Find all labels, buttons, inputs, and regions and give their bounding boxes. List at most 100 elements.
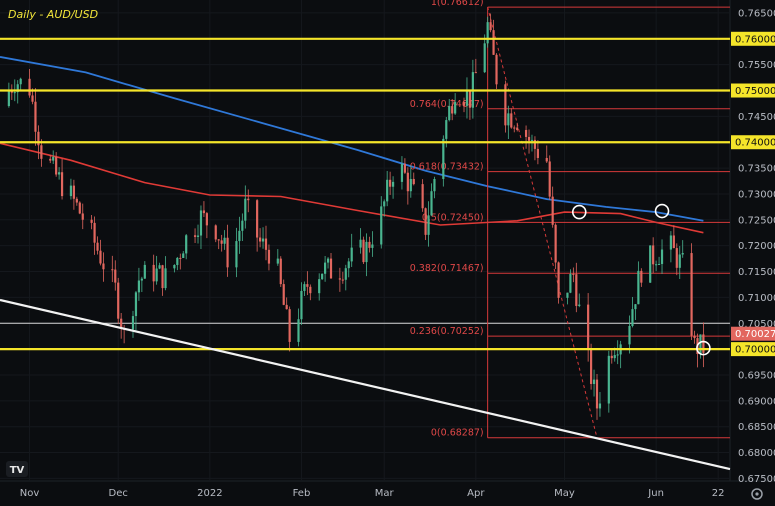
candlestick	[409, 165, 412, 198]
candlestick	[19, 77, 22, 92]
candle-body	[492, 30, 495, 55]
candlestick	[628, 315, 631, 354]
candle-body	[114, 269, 117, 283]
candle-body	[468, 91, 472, 108]
candlestick	[448, 98, 451, 122]
circle-marker[interactable]	[696, 340, 711, 356]
candle-body	[134, 292, 138, 317]
candlestick	[427, 201, 430, 247]
candle-body	[681, 253, 684, 255]
settings-gear-icon[interactable]	[751, 488, 763, 500]
candlestick	[649, 245, 652, 283]
candle-body	[69, 185, 73, 197]
candlestick	[380, 196, 383, 249]
candle-body	[220, 240, 223, 244]
candlestick	[548, 155, 551, 200]
candle-body	[655, 264, 658, 266]
circle-marker[interactable]	[654, 203, 670, 219]
candle-body	[442, 138, 445, 179]
candlestick	[551, 186, 554, 228]
candle-body	[675, 248, 678, 268]
candlestick	[637, 261, 640, 305]
candle-body	[16, 84, 19, 93]
candle-body	[202, 210, 206, 214]
candle-body	[391, 181, 395, 187]
tradingview-logo-icon[interactable]: TV	[6, 461, 28, 477]
trendline[interactable]	[0, 298, 731, 471]
circle-marker[interactable]	[571, 204, 587, 220]
x-tick-label: Apr	[467, 488, 485, 499]
candle-body	[578, 304, 581, 306]
candlestick	[468, 91, 472, 120]
candle-body	[652, 245, 655, 265]
candle-body	[533, 139, 537, 149]
candle-body	[238, 230, 241, 242]
candle-body	[371, 244, 374, 248]
candlestick	[235, 227, 238, 278]
level-price-box: 0.70000	[731, 342, 775, 357]
candle-body	[462, 102, 466, 106]
candle-body	[383, 201, 386, 207]
candle-body	[554, 224, 557, 263]
x-tick-label: 2022	[197, 488, 222, 499]
yellow-support-resistance-levels[interactable]	[0, 37, 730, 351]
candlestick	[267, 244, 271, 271]
candle-body	[60, 172, 64, 197]
candle-body	[486, 22, 489, 44]
candle-body	[448, 106, 451, 121]
candlestick	[610, 349, 613, 364]
candle-body	[592, 379, 596, 384]
candlestick	[205, 212, 208, 239]
candle-body	[386, 179, 389, 202]
candlestick	[134, 291, 138, 331]
candlestick	[318, 273, 321, 301]
candle-body	[143, 264, 146, 279]
candlestick	[114, 260, 117, 291]
candlestick	[421, 179, 424, 212]
candlestick	[90, 215, 93, 230]
candle-body	[264, 238, 268, 250]
candlestick	[510, 108, 513, 129]
candle-body	[595, 379, 599, 409]
candle-body	[49, 158, 52, 161]
fib-level-label: 0.618(0.73432)	[410, 162, 484, 173]
candlestick	[368, 236, 371, 253]
candle-body	[28, 78, 31, 96]
fibonacci-retracement[interactable]: 1(0.76612) 0.764(0.74647) 0.618(0.73432) 0.…	[410, 0, 730, 439]
candle-body	[504, 84, 507, 126]
candlestick	[681, 240, 684, 258]
candlestick	[652, 237, 655, 274]
candlestick	[589, 343, 593, 390]
trendline-line[interactable]	[0, 298, 731, 471]
candlestick	[161, 264, 164, 296]
candle-body	[362, 239, 365, 263]
level-price-box: 0.74000	[731, 135, 775, 150]
candlestick	[634, 304, 637, 320]
level-price-box-label: 0.74000	[735, 138, 775, 149]
circle-markers[interactable]	[571, 203, 711, 356]
candle-body	[445, 120, 448, 139]
candle-body	[131, 316, 135, 330]
candlestick	[155, 255, 158, 285]
time-axis[interactable]: Nov Dec 2022 Feb Mar Apr May Jun 22	[20, 488, 725, 499]
candle-body	[309, 286, 312, 294]
candlestick	[598, 391, 602, 417]
candlestick	[326, 257, 330, 269]
level-price-box-bg	[731, 342, 775, 357]
candle-body	[52, 156, 55, 161]
candlestick	[60, 158, 64, 200]
candle-body	[256, 200, 259, 238]
candlestick	[258, 228, 262, 248]
candle-body	[454, 102, 457, 114]
candlestick	[306, 271, 309, 296]
candlestick	[595, 374, 599, 420]
candle-body	[205, 213, 208, 226]
candle-body	[120, 318, 123, 329]
candlestick	[486, 16, 489, 48]
candlestick	[182, 251, 185, 259]
candlestick	[102, 252, 105, 282]
